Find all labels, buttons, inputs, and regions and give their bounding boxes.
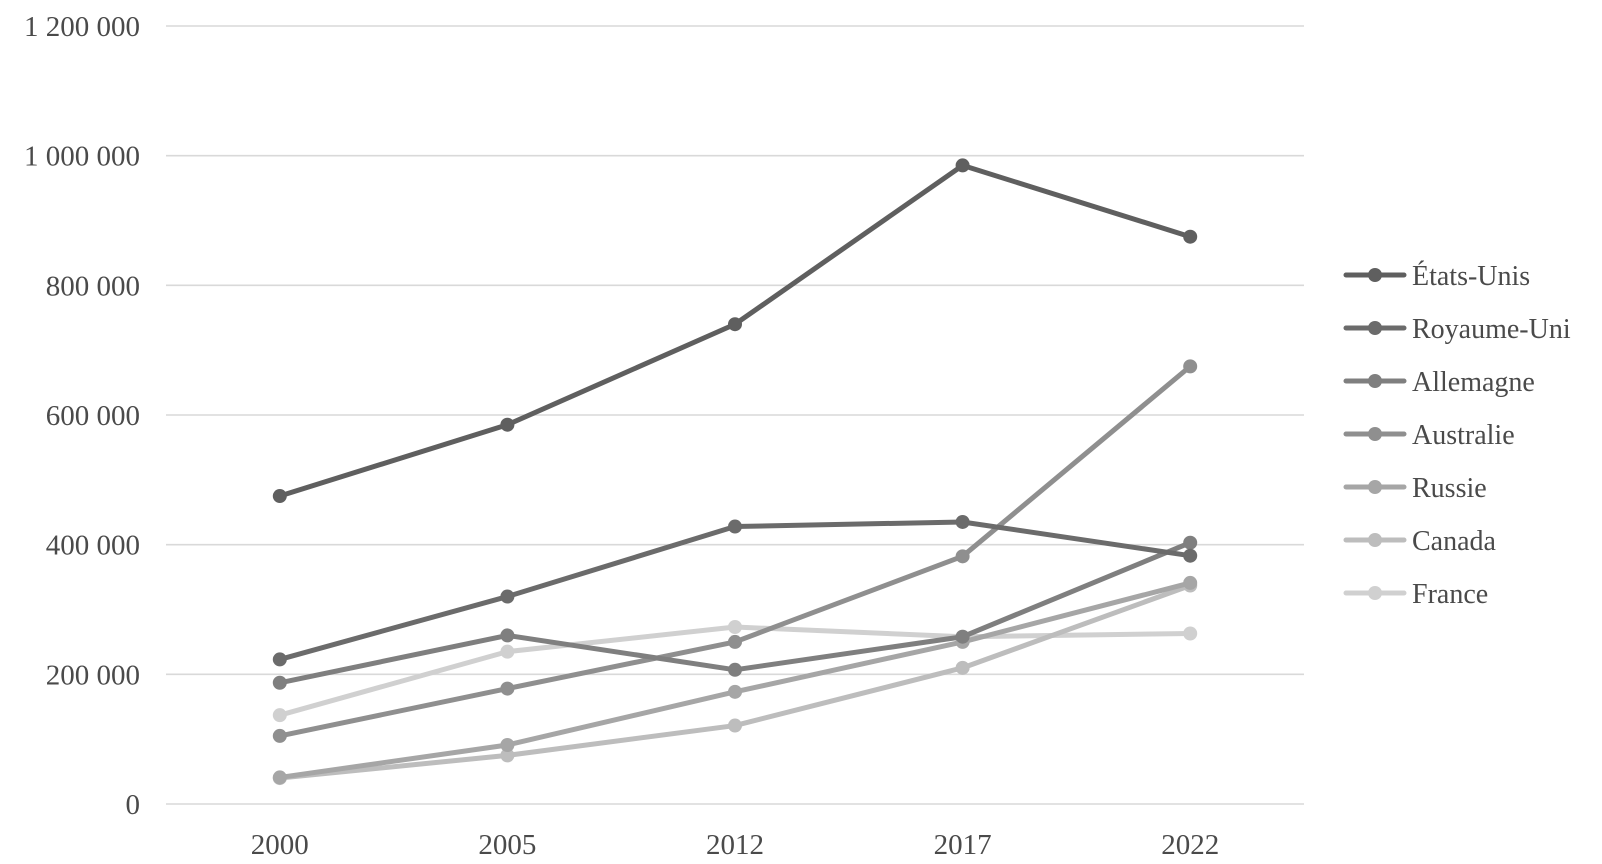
data-point	[955, 629, 970, 644]
legend-item: Russie	[1343, 473, 1487, 504]
y-tick-label: 1 200 000	[24, 11, 140, 43]
data-point	[728, 718, 742, 733]
legend-label: France	[1412, 579, 1488, 610]
x-tick-label: 2005	[478, 829, 536, 861]
legend-label: Australie	[1412, 420, 1515, 451]
series	[272, 575, 1198, 785]
y-tick-label: 1 000 000	[24, 141, 140, 173]
legend-label: Royaume-Uni	[1412, 314, 1571, 345]
data-point	[728, 634, 742, 649]
data-point	[272, 652, 287, 667]
legend-item: Australie	[1343, 420, 1515, 451]
data-point	[272, 728, 287, 743]
data-point	[272, 708, 287, 723]
legend-label: Canada	[1412, 526, 1497, 557]
grid	[166, 25, 1304, 805]
series	[272, 158, 1198, 504]
data-point	[500, 589, 515, 604]
data-point	[955, 660, 970, 675]
data-point	[500, 417, 515, 432]
data-point	[500, 644, 515, 659]
series-line	[277, 540, 1193, 686]
x-tick-label: 2000	[251, 829, 309, 861]
series-line	[277, 580, 1193, 780]
data-point	[272, 675, 287, 690]
data-point	[955, 549, 970, 564]
legend-label: Allemagne	[1412, 367, 1535, 398]
series-line	[277, 363, 1193, 739]
legend: États-Unis Royaume-Uni Allemagne Australie R…	[1343, 261, 1571, 610]
series	[272, 514, 1198, 667]
legend-swatch-marker	[1368, 374, 1382, 388]
x-axis: 2000 2005 2012 2017 2022	[251, 829, 1219, 861]
legend-swatch-marker	[1368, 480, 1382, 494]
data-point	[1183, 229, 1198, 244]
data-point	[1183, 359, 1198, 374]
data-point	[955, 158, 970, 173]
x-tick-label: 2017	[934, 829, 992, 861]
y-tick-label: 0	[126, 789, 141, 821]
y-tick-label: 400 000	[46, 530, 140, 562]
y-tick-label: 800 000	[46, 270, 140, 302]
data-point	[1183, 626, 1198, 641]
y-tick-label: 200 000	[46, 659, 140, 691]
data-point	[1183, 548, 1198, 563]
legend-label: États-Unis	[1412, 261, 1530, 292]
data-point	[728, 662, 742, 677]
x-tick-label: 2012	[706, 829, 764, 861]
data-point	[728, 317, 742, 332]
series	[272, 359, 1198, 743]
legend-swatch-marker	[1368, 427, 1382, 441]
series-line	[277, 583, 1193, 781]
series	[272, 535, 1198, 690]
x-tick-label: 2022	[1161, 829, 1219, 861]
plot-area	[272, 158, 1198, 786]
legend-item: France	[1343, 579, 1488, 610]
data-point	[500, 628, 515, 643]
y-axis: 0 200 000 400 000 600 000 800 000 1 000 000 1 …	[24, 11, 140, 821]
data-point	[500, 681, 515, 696]
data-point	[955, 514, 970, 529]
data-point	[272, 489, 287, 504]
legend-item: Allemagne	[1343, 367, 1535, 398]
legend-item: Royaume-Uni	[1343, 314, 1571, 345]
data-point	[1183, 575, 1198, 590]
legend-swatch-marker	[1368, 586, 1382, 600]
legend-swatch-marker	[1368, 321, 1382, 335]
y-tick-label: 600 000	[46, 400, 140, 432]
data-point	[728, 684, 742, 699]
data-point	[728, 620, 742, 635]
series	[272, 578, 1198, 786]
legend-swatch-marker	[1368, 268, 1382, 282]
legend-item: Canada	[1343, 526, 1497, 557]
legend-swatch-marker	[1368, 533, 1382, 547]
data-point	[1183, 535, 1198, 550]
data-point	[728, 519, 742, 534]
legend-item: États-Unis	[1343, 261, 1530, 292]
data-point	[500, 748, 515, 763]
data-point	[272, 770, 287, 785]
legend-label: Russie	[1412, 473, 1487, 504]
data-point	[500, 738, 515, 753]
